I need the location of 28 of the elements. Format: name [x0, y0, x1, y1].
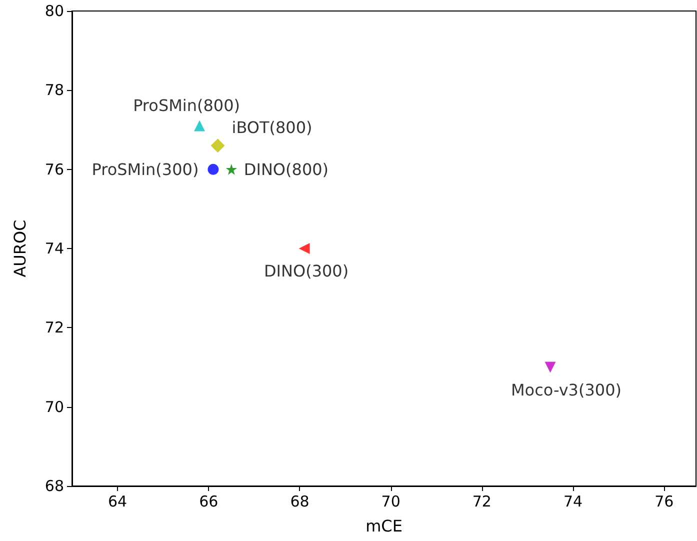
x-tick-label: 64 [108, 492, 128, 510]
y-tick-label: 80 [44, 2, 64, 20]
y-tick-label: 70 [44, 398, 64, 416]
series-label: ProSMin(300) [92, 160, 199, 179]
y-tick-label: 74 [44, 240, 64, 258]
point [210, 138, 225, 153]
x-tick-label: 68 [290, 492, 310, 510]
x-tick-label: 76 [654, 492, 674, 510]
series-label: Moco-v3(300) [511, 380, 622, 400]
y-tick-label: 72 [44, 318, 64, 337]
point [208, 164, 219, 175]
series-label: iBOT(800) [232, 118, 312, 138]
x-tick-label: 72 [472, 492, 492, 510]
series-label: DINO(300) [264, 262, 349, 280]
series-label: DINO(800) [244, 160, 329, 179]
y-tick-label: 78 [44, 81, 64, 100]
y-tick-label: 76 [44, 160, 64, 178]
point [298, 243, 310, 254]
x-tick-label: 74 [563, 492, 583, 510]
x-axis-title: mCE [366, 516, 402, 536]
point [226, 164, 237, 175]
point [544, 362, 556, 373]
point [194, 120, 206, 132]
series-label: ProSMin(800) [133, 96, 240, 115]
y-tick-label: 68 [44, 477, 64, 495]
x-tick-label: 70 [381, 492, 400, 510]
y-axis-title: AUROC [10, 220, 30, 278]
x-tick-label: 66 [199, 492, 218, 510]
